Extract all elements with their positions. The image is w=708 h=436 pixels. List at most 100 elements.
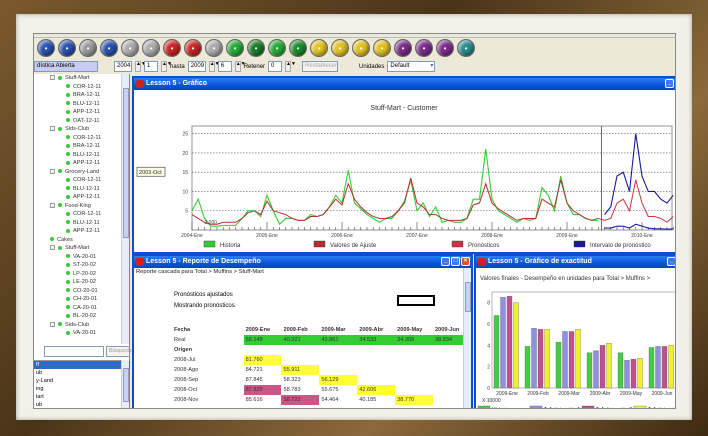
tree-item[interactable]: VA-20-01 [34, 329, 130, 338]
tree-item[interactable]: BRA-12-11 [34, 91, 130, 100]
override-icon[interactable]: • [373, 39, 391, 57]
list-item[interactable]: ing [36, 386, 44, 392]
reset-button[interactable]: Restablecer [302, 61, 339, 72]
table-cell: 84.721 [245, 367, 263, 373]
tree-item[interactable]: LE-20-02 [34, 278, 130, 287]
collapse-icon[interactable]: - [50, 75, 55, 81]
report-window-titlebar[interactable]: Lesson 5 - Reporte de Desempeño _ □ × [134, 256, 471, 268]
collapse-icon[interactable]: - [50, 168, 55, 174]
tree-item[interactable]: - Stuff-Mart [34, 244, 130, 253]
chart-gray-icon[interactable]: • [205, 39, 223, 57]
list-item[interactable]: ub [36, 370, 43, 376]
paw-icon[interactable]: • [289, 39, 307, 57]
tree-item[interactable]: - Sids-Club [34, 125, 130, 134]
save-icon[interactable]: • [58, 39, 76, 57]
selection-box[interactable] [397, 295, 435, 306]
from-period-spinner[interactable]: ▲▼ [161, 61, 172, 72]
tree-item[interactable]: BLU-12-11 [34, 219, 130, 228]
tree-item[interactable]: - Sids-Club [34, 321, 130, 330]
open-folder-icon[interactable]: • [37, 39, 55, 57]
tree-item[interactable]: CA-20-01 [34, 304, 130, 313]
list-item[interactable]: ub [36, 402, 43, 408]
from-year-spinner[interactable]: ▲▼ [135, 61, 146, 72]
maximize-button[interactable]: □ [451, 257, 460, 266]
tree-item[interactable]: COR-12-11 [34, 134, 130, 143]
adjust-icon[interactable]: • [331, 39, 349, 57]
list-item[interactable]: y-Land [36, 378, 54, 384]
bar [599, 345, 606, 389]
tree-item[interactable]: CH-20-01 [34, 295, 130, 304]
list-item[interactable]: ff [34, 361, 130, 369]
report-icon[interactable]: • [163, 39, 181, 57]
window-remove-icon[interactable]: • [436, 39, 454, 57]
tree-item[interactable]: CO-20-01 [34, 287, 130, 296]
print-icon[interactable]: • [79, 39, 97, 57]
table-cell [357, 365, 395, 375]
mode-field[interactable]: dística Abierta [34, 61, 98, 72]
tree-item[interactable]: - Food-King [34, 202, 130, 211]
tree-item[interactable]: APP-12-11 [34, 159, 130, 168]
minimize-button[interactable]: _ [667, 257, 675, 266]
report-line-2: Mostrando pronósticos [174, 303, 235, 309]
search-button[interactable]: Búsqueda [106, 346, 132, 357]
tools-icon[interactable]: • [457, 39, 475, 57]
tree-item[interactable]: BLU-12-11 [34, 100, 130, 109]
trend-chart-icon[interactable]: • [268, 39, 286, 57]
tree-item[interactable]: COR-12-11 [34, 83, 130, 92]
to-period-spinner[interactable]: ▲▼ [234, 61, 246, 72]
collapse-icon[interactable]: - [50, 202, 55, 208]
window-add-icon[interactable]: • [415, 39, 433, 57]
from-year-field[interactable]: 2004 [114, 61, 132, 72]
hold-spinner[interactable]: ▲▼ [285, 61, 296, 72]
collapse-icon[interactable]: - [50, 126, 55, 132]
filter-icon[interactable]: • [310, 39, 328, 57]
tree-item[interactable]: BLU-12-11 [34, 185, 130, 194]
tree-item[interactable]: BRA-12-11 [34, 142, 130, 151]
tree-item[interactable]: COR-12-11 [34, 176, 130, 185]
tree-item[interactable]: ST-20-02 [34, 261, 130, 270]
list-scrollbar[interactable] [121, 360, 129, 408]
tree-item[interactable]: APP-12-11 [34, 108, 130, 117]
chart-title: Valores finales - Desempeño en unidades … [480, 276, 651, 282]
tree-item[interactable]: COR-12-11 [34, 210, 130, 219]
minimize-button[interactable]: _ [665, 79, 674, 88]
collapse-icon[interactable]: - [50, 245, 55, 251]
to-year-field[interactable]: 2009 [187, 61, 206, 72]
pdf-icon[interactable]: • [184, 39, 202, 57]
tree-item[interactable]: OAT-12-11 [34, 117, 130, 126]
from-period-field[interactable]: 1 [144, 61, 158, 72]
hold-field[interactable]: 0 [268, 61, 283, 72]
paste-icon[interactable]: • [142, 39, 160, 57]
to-period-field[interactable]: 6 [217, 61, 232, 72]
window-icon[interactable]: • [394, 39, 412, 57]
tree-item[interactable]: BL-20-02 [34, 312, 130, 321]
copy-icon[interactable]: • [121, 39, 139, 57]
tree-item[interactable]: - Stuff-Mart [34, 74, 130, 83]
node-icon [66, 135, 70, 140]
tree-item[interactable]: APP-12-11 [34, 193, 130, 202]
line-chart-icon[interactable]: • [247, 39, 265, 57]
tree-item[interactable]: - Grocery-Land [34, 168, 130, 177]
print-preview-icon[interactable]: • [100, 39, 118, 57]
tree-item[interactable]: BLU-12-11 [34, 151, 130, 160]
to-year-spinner[interactable]: ▲▼ [208, 61, 220, 72]
collapse-icon[interactable]: - [50, 321, 55, 327]
tree-scrollbar[interactable] [121, 74, 129, 344]
row-label: 2008-Ago [174, 367, 199, 373]
tree-item[interactable]: LP-20-02 [34, 270, 130, 279]
search-input[interactable] [44, 346, 104, 357]
chart-window-titlebar[interactable]: Lesson 5 - Gráfico _ [134, 78, 675, 90]
tree-item[interactable]: VA-20-01 [34, 253, 130, 262]
units-select[interactable]: Default ▾ [387, 61, 436, 72]
document-green-icon[interactable]: • [226, 39, 244, 57]
close-button[interactable]: × [461, 257, 470, 266]
node-icon [66, 288, 70, 293]
tree-item[interactable]: Cakes [34, 236, 130, 245]
accuracy-window-titlebar[interactable]: Lesson 5 - Gráfico de exactitud _ [476, 256, 675, 268]
list-item[interactable]: lart [36, 394, 44, 400]
tree-item[interactable]: APP-12-11 [34, 227, 130, 236]
edit-forecast-icon[interactable]: • [352, 39, 370, 57]
toolbar: • • • • • • • • • • • • • • • • • • • • • [37, 39, 475, 59]
minimize-button[interactable]: _ [441, 257, 450, 266]
report-scrollbar[interactable] [463, 268, 471, 408]
